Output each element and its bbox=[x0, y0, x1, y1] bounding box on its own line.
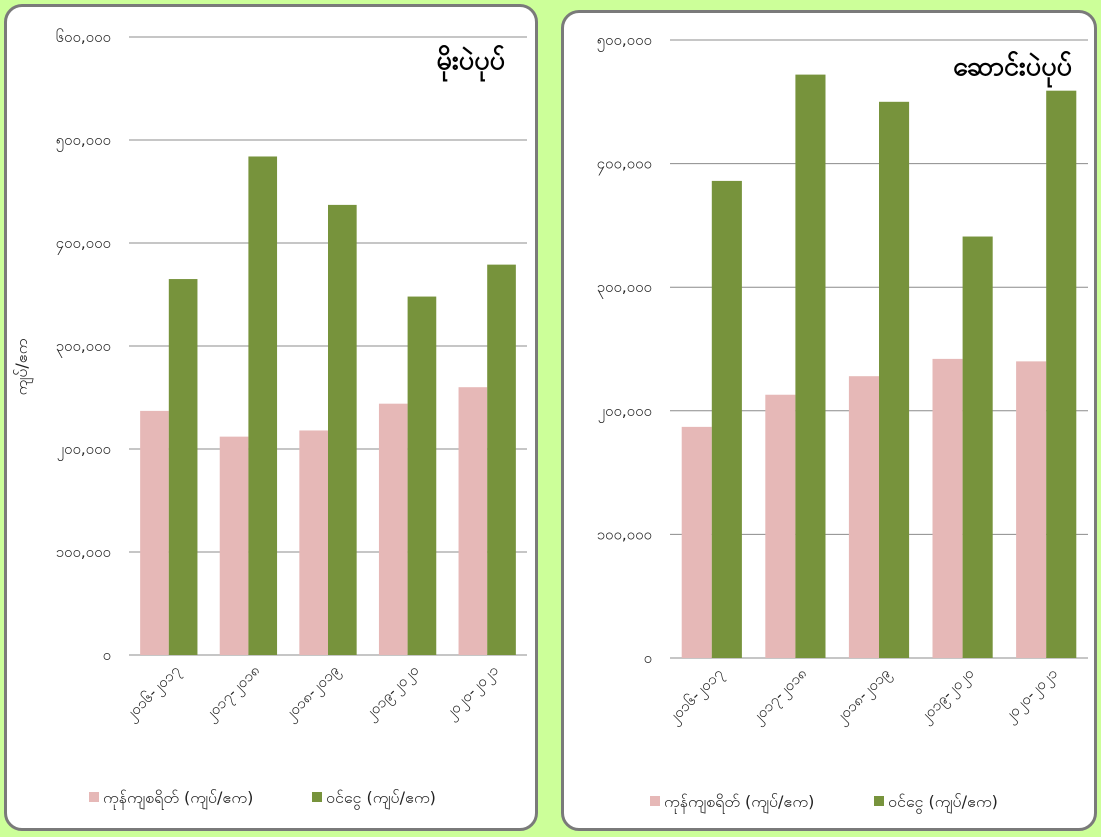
bar-cost bbox=[458, 387, 488, 655]
bar-chart-winter: ၀ ၁၀၀,၀၀၀ ၂၀၀,၀၀၀ ၃၀၀,၀၀၀ ၄၀၀,၀၀၀ ၅၀၀,၀၀၀ ၂၀၁… bbox=[597, 31, 1088, 814]
bar-income bbox=[487, 264, 516, 655]
y-tick-label: ၄၀၀,၀၀၀ bbox=[56, 234, 111, 255]
bar-cost bbox=[848, 376, 879, 658]
bar-income bbox=[795, 74, 826, 658]
x-tick-label: ၂၀၁၇-၂၀၁၈ bbox=[747, 664, 812, 729]
x-tick-label: ၂၀၁၉-၂၀၂၀ bbox=[360, 661, 424, 725]
y-tick-label: ၂၀၀,၀၀၀ bbox=[57, 440, 111, 461]
x-tick-label: ၂၀၁၆-၂၀၁၇ bbox=[121, 661, 186, 726]
y-tick-label: ၄၀၀,၀၀၀ bbox=[597, 155, 652, 176]
bar-chart-monsoon: ၀ ၁၀၀,၀၀၀ ၂၀၀,၀၀၀ ၃၀၀,၀၀၀ ၄၀၀,၀၀၀ ၅၀၀,၀၀၀ ၆၀၀,… bbox=[12, 28, 527, 810]
legend-label-income: ဝင်ငွေ (ကျပ်/ဧက) bbox=[888, 792, 998, 814]
legend-swatch-cost bbox=[89, 792, 99, 802]
bar-cost bbox=[932, 358, 963, 658]
y-tick-label: ၀ bbox=[644, 649, 652, 667]
bar-cost bbox=[765, 394, 796, 658]
legend-label-cost: ကုန်ကျစရိတ် (ကျပ်/ဧက) bbox=[103, 788, 253, 810]
y-tick-label: ၆၀၀,၀၀၀ bbox=[56, 28, 111, 46]
bar-cost bbox=[140, 410, 169, 655]
y-tick-label: ၀ bbox=[103, 646, 111, 664]
y-tick-label: ၁၀၀,၀၀၀ bbox=[597, 525, 652, 543]
bar-cost bbox=[378, 403, 408, 655]
x-tick-label: ၂၀၁၉-၂၀၂၀ bbox=[915, 664, 979, 728]
y-tick-label: ၁၀၀,၀၀၀ bbox=[56, 543, 111, 561]
y-tick-label: ၂၀၀,၀၀၀ bbox=[598, 402, 652, 423]
chart-title: မိုးပဲပုပ် bbox=[437, 45, 505, 82]
bar-cost bbox=[219, 436, 249, 655]
bar-income bbox=[711, 180, 742, 659]
y-tick-label: ၅၀၀,၀၀၀ bbox=[56, 131, 111, 152]
bar-cost bbox=[1016, 361, 1047, 658]
x-tick-label: ၂၀၂၀-၂၀၂၁ bbox=[441, 661, 504, 724]
chart-panel-winter: ၀ ၁၀၀,၀၀၀ ၂၀၀,၀၀၀ ၃၀၀,၀၀၀ ၄၀၀,၀၀၀ ၅၀၀,၀၀၀ ၂၀၁… bbox=[561, 10, 1097, 831]
legend-swatch-cost bbox=[650, 796, 660, 806]
y-axis-label: ကျပ်/ဧက bbox=[12, 338, 34, 395]
bar-income bbox=[1046, 90, 1077, 658]
bar-income bbox=[407, 296, 437, 655]
bar-income bbox=[168, 279, 198, 655]
x-tick-label: ၂၀၁၈-၂၀၁၉ bbox=[831, 664, 896, 729]
bar-income bbox=[328, 204, 357, 655]
chart-panel-monsoon: ၀ ၁၀၀,၀၀၀ ၂၀၀,၀၀၀ ၃၀၀,၀၀၀ ၄၀၀,၀၀၀ ၅၀၀,၀၀၀ ၆၀၀,… bbox=[4, 4, 538, 831]
legend-swatch-income bbox=[874, 796, 884, 806]
y-tick-label: ၅၀၀,၀၀၀ bbox=[597, 31, 652, 52]
chart-legend: ကုန်ကျစရိတ် (ကျပ်/ဧက) ဝင်ငွေ (ကျပ်/ဧက) bbox=[650, 792, 998, 814]
chart-legend: ကုန်ကျစရိတ် (ကျပ်/ဧက) ဝင်ငွေ (ကျပ်/ဧက) bbox=[89, 788, 436, 810]
bar-cost bbox=[299, 430, 328, 655]
y-tick-label: ၃၀၀,၀၀၀ bbox=[56, 337, 111, 358]
bar-income bbox=[879, 101, 910, 659]
chart-title: ဆောင်းပဲပုပ် bbox=[953, 51, 1072, 88]
y-tick-label: ၃၀၀,၀၀၀ bbox=[597, 278, 652, 299]
legend-label-cost: ကုန်ကျစရိတ် (ကျပ်/ဧက) bbox=[664, 792, 814, 814]
x-tick-label: ၂၀၁၆-၂၀၁၇ bbox=[664, 664, 729, 729]
bar-income bbox=[962, 236, 993, 659]
x-tick-label: ၂၀၁၈-၂၀၁၉ bbox=[280, 661, 345, 726]
x-tick-label: ၂၀၁၇-၂၀၁၈ bbox=[200, 661, 265, 726]
bar-income bbox=[248, 156, 278, 656]
legend-label-income: ဝင်ငွေ (ကျပ်/ဧက) bbox=[326, 788, 436, 810]
legend-swatch-income bbox=[312, 792, 322, 802]
x-tick-label: ၂၀၂၀-၂၀၂၁ bbox=[1000, 664, 1063, 727]
bar-cost bbox=[681, 426, 712, 658]
